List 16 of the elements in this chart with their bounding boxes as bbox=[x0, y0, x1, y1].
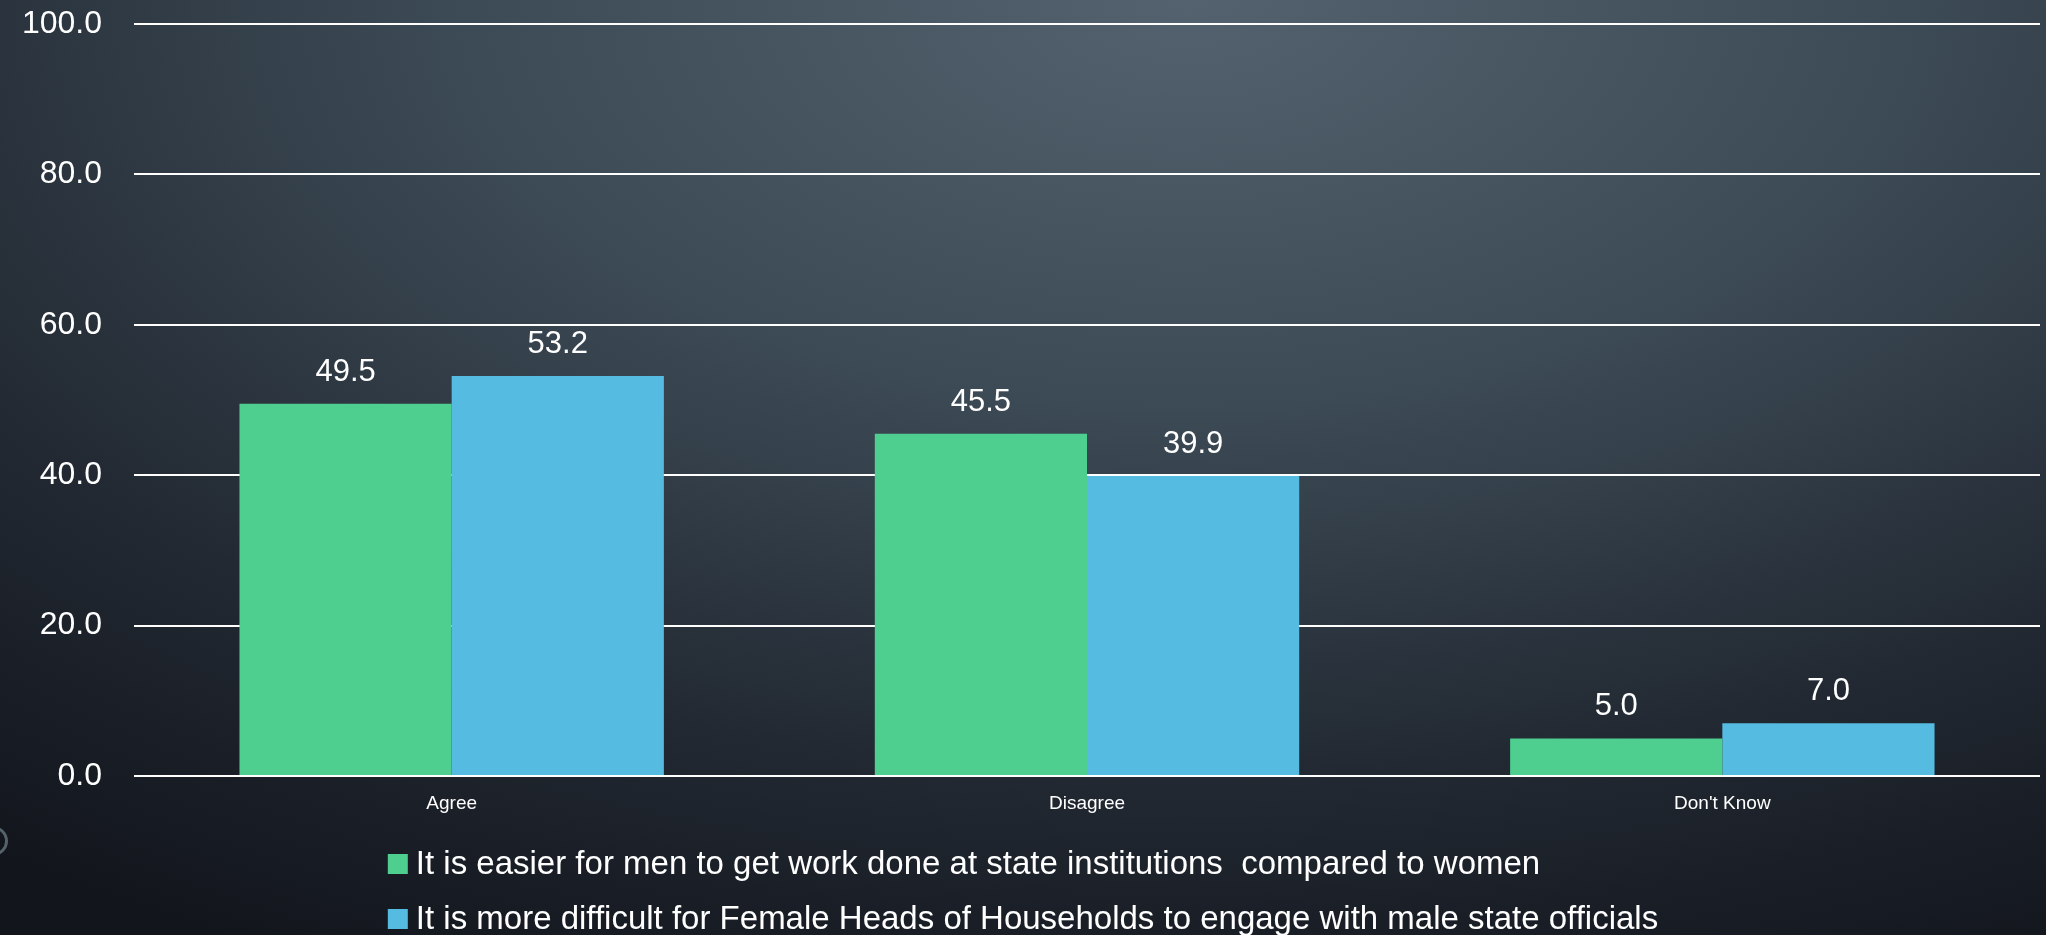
legend-label: It is easier for men to get work done at state institutions compared to women bbox=[415, 844, 1541, 882]
data-label: 7.0 bbox=[1806, 672, 1850, 708]
y-tick-label: 60.0 bbox=[39, 304, 102, 341]
data-label: 49.5 bbox=[315, 352, 376, 388]
x-tick-label: Don't Know bbox=[1674, 791, 1771, 813]
data-label: 53.2 bbox=[527, 324, 588, 360]
data-label: 5.0 bbox=[1594, 687, 1638, 723]
y-tick-label: 100.0 bbox=[21, 3, 102, 40]
y-tick-label: 20.0 bbox=[39, 605, 102, 642]
y-tick-label: 0.0 bbox=[57, 755, 102, 792]
y-tick-label: 80.0 bbox=[39, 154, 102, 191]
y-tick-label: 40.0 bbox=[39, 455, 102, 492]
data-label: 39.9 bbox=[1162, 425, 1224, 460]
x-tick-label: Agree bbox=[426, 791, 478, 813]
x-tick-label: Disagree bbox=[1048, 791, 1126, 813]
data-label: 45.5 bbox=[950, 382, 1012, 418]
